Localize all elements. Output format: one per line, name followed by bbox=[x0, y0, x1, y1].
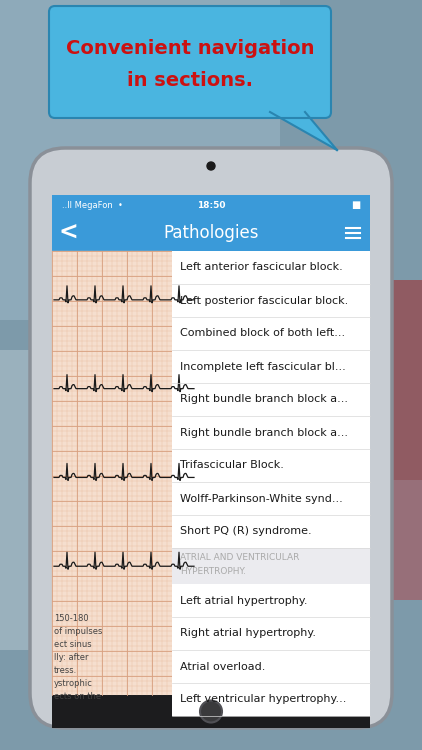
Text: 150-180: 150-180 bbox=[54, 614, 89, 623]
FancyBboxPatch shape bbox=[52, 215, 370, 251]
Text: Right bundle branch block a...: Right bundle branch block a... bbox=[180, 394, 348, 404]
Text: Convenient navigation: Convenient navigation bbox=[66, 38, 314, 58]
Polygon shape bbox=[270, 112, 337, 150]
Text: Left posterior fascicular block.: Left posterior fascicular block. bbox=[180, 296, 348, 305]
Text: Short PQ (R) syndrome.: Short PQ (R) syndrome. bbox=[180, 526, 311, 536]
Text: Incomplete left fascicular bl...: Incomplete left fascicular bl... bbox=[180, 362, 346, 371]
Text: ..ll MegaFon  •: ..ll MegaFon • bbox=[62, 200, 123, 209]
FancyBboxPatch shape bbox=[52, 695, 370, 728]
FancyBboxPatch shape bbox=[0, 350, 180, 650]
Circle shape bbox=[207, 162, 215, 170]
Text: ect sinus: ect sinus bbox=[54, 640, 92, 650]
Text: 18:50: 18:50 bbox=[197, 200, 225, 209]
Text: ATRIAL AND VENTRICULAR: ATRIAL AND VENTRICULAR bbox=[180, 554, 299, 562]
Text: of impulses: of impulses bbox=[54, 627, 103, 636]
Text: Left ventricular hypertrophy...: Left ventricular hypertrophy... bbox=[180, 694, 346, 704]
FancyBboxPatch shape bbox=[30, 148, 392, 728]
FancyBboxPatch shape bbox=[0, 0, 280, 320]
Text: Pathologies: Pathologies bbox=[163, 224, 259, 242]
Text: <: < bbox=[58, 221, 78, 245]
FancyBboxPatch shape bbox=[320, 480, 422, 600]
FancyBboxPatch shape bbox=[52, 195, 370, 215]
Text: Right bundle branch block a...: Right bundle branch block a... bbox=[180, 427, 348, 437]
FancyBboxPatch shape bbox=[172, 548, 370, 584]
Text: Left anterior fascicular block.: Left anterior fascicular block. bbox=[180, 262, 343, 272]
FancyBboxPatch shape bbox=[172, 617, 370, 650]
FancyBboxPatch shape bbox=[172, 584, 370, 617]
Text: Wolff-Parkinson-White synd...: Wolff-Parkinson-White synd... bbox=[180, 494, 343, 503]
Text: Left atrial hypertrophy.: Left atrial hypertrophy. bbox=[180, 596, 308, 605]
FancyBboxPatch shape bbox=[52, 251, 172, 695]
Text: in sections.: in sections. bbox=[127, 70, 253, 89]
Text: Trifascicular Block.: Trifascicular Block. bbox=[180, 460, 284, 470]
FancyBboxPatch shape bbox=[280, 280, 422, 480]
FancyBboxPatch shape bbox=[49, 6, 331, 118]
FancyBboxPatch shape bbox=[52, 195, 370, 695]
Text: ects on the: ects on the bbox=[54, 692, 101, 701]
Text: Right atrial hypertrophy.: Right atrial hypertrophy. bbox=[180, 628, 316, 638]
Text: tress.: tress. bbox=[54, 666, 77, 675]
Circle shape bbox=[200, 700, 222, 722]
FancyBboxPatch shape bbox=[172, 683, 370, 716]
FancyBboxPatch shape bbox=[172, 251, 370, 695]
FancyBboxPatch shape bbox=[172, 650, 370, 683]
Text: ystrophic: ystrophic bbox=[54, 680, 93, 688]
Text: HYPERTROPHY.: HYPERTROPHY. bbox=[180, 568, 246, 577]
Text: Atrial overload.: Atrial overload. bbox=[180, 662, 265, 671]
Text: ■: ■ bbox=[352, 200, 361, 210]
Text: lly: after: lly: after bbox=[54, 653, 89, 662]
Text: Combined block of both left...: Combined block of both left... bbox=[180, 328, 345, 338]
